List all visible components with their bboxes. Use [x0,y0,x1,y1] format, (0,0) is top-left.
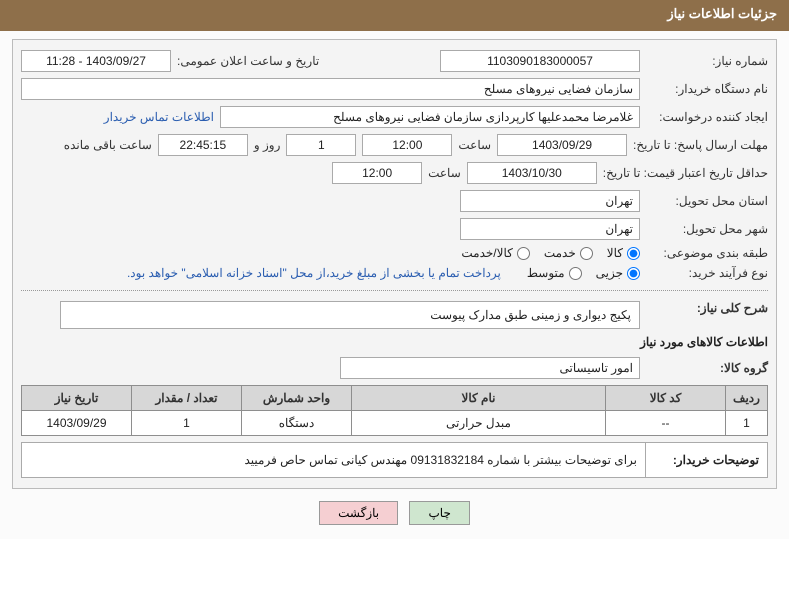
print-button[interactable]: چاپ [409,501,469,525]
label-time-1: ساعت [458,138,491,152]
cell-qty: 1 [132,411,242,436]
purchase-type-label-0: جزیی [596,266,623,280]
value-remaining-time: 22:45:15 [158,134,248,156]
subject-class-radio-both[interactable] [517,247,530,260]
value-need-number: 1103090183000057 [440,50,640,72]
purchase-type-label-1: متوسط [527,266,565,280]
subject-class-radio-service[interactable] [580,247,593,260]
cell-name: مبدل حرارتی [352,411,606,436]
label-delivery-province: استان محل تحویل: [646,194,768,208]
label-goods-group: گروه کالا: [646,361,768,375]
subject-class-option-goods[interactable]: کالا [607,246,640,260]
col-name: نام کالا [352,386,606,411]
row-reply-deadline: مهلت ارسال پاسخ: تا تاریخ: 1403/09/29 سا… [21,134,768,156]
cell-row-no: 1 [726,411,768,436]
items-table: ردیف کد کالا نام کالا واحد شمارش تعداد /… [21,385,768,436]
cell-unit: دستگاه [242,411,352,436]
subject-class-group: کالا خدمت کالا/خدمت [461,246,640,260]
label-days-and: روز و [254,138,281,152]
payment-note: پرداخت تمام یا بخشی از مبلغ خرید،از محل … [127,266,501,280]
label-remaining: ساعت باقی مانده [64,138,152,152]
label-buyer-org: نام دستگاه خریدار: [646,82,768,96]
label-purchase-type: نوع فرآیند خرید: [646,266,768,280]
value-buyer-org: سازمان فضایی نیروهای مسلح [21,78,640,100]
value-price-validity-time: 12:00 [332,162,422,184]
subject-class-label-1: خدمت [544,246,576,260]
col-code: کد کالا [606,386,726,411]
value-reply-date: 1403/09/29 [497,134,627,156]
content-wrapper: AriaTender.net شماره نیاز: 1103090183000… [0,28,789,539]
footer-buttons: چاپ بازگشت [12,501,777,525]
buyer-contact-link[interactable]: اطلاعات تماس خریدار [104,110,214,124]
value-announce-datetime: 1403/09/27 - 11:28 [21,50,171,72]
cell-code: -- [606,411,726,436]
separator-1 [21,290,768,291]
purchase-type-group: جزیی متوسط [527,266,640,280]
value-price-validity-date: 1403/10/30 [467,162,597,184]
row-overall-desc: شرح کلی نیاز: پکیج دیواری و زمینی طبق مد… [21,301,768,329]
row-purchase-type: نوع فرآیند خرید: جزیی متوسط پرداخت تمام … [21,266,768,280]
table-row: 1 -- مبدل حرارتی دستگاه 1 1403/09/29 [22,411,768,436]
purchase-type-option-partial[interactable]: جزیی [596,266,640,280]
subject-class-option-both[interactable]: کالا/خدمت [461,246,529,260]
purchase-type-radio-medium[interactable] [569,267,582,280]
row-price-validity: حداقل تاریخ اعتبار قیمت: تا تاریخ: 1403/… [21,162,768,184]
label-delivery-city: شهر محل تحویل: [646,222,768,236]
label-time-2: ساعت [428,166,461,180]
subject-class-option-service[interactable]: خدمت [544,246,593,260]
purchase-type-radio-partial[interactable] [627,267,640,280]
label-need-number: شماره نیاز: [646,54,768,68]
label-price-validity: حداقل تاریخ اعتبار قیمت: تا تاریخ: [603,166,768,180]
row-need-number: شماره نیاز: 1103090183000057 تاریخ و ساع… [21,50,768,72]
label-announce-datetime: تاریخ و ساعت اعلان عمومی: [177,54,319,68]
row-buyer-org: نام دستگاه خریدار: سازمان فضایی نیروهای … [21,78,768,100]
page-title: جزئیات اطلاعات نیاز [667,6,777,21]
row-subject-class: طبقه بندی موضوعی: کالا خدمت کالا/خدمت [21,246,768,260]
label-overall-desc: شرح کلی نیاز: [646,301,768,315]
value-goods-group: امور تاسیساتی [340,357,640,379]
back-button[interactable]: بازگشت [319,501,398,525]
purchase-type-option-medium[interactable]: متوسط [527,266,582,280]
details-panel: شماره نیاز: 1103090183000057 تاریخ و ساع… [12,39,777,489]
subject-class-label-2: کالا/خدمت [461,246,512,260]
page-header: جزئیات اطلاعات نیاز [0,0,789,28]
items-header-row: ردیف کد کالا نام کالا واحد شمارش تعداد /… [22,386,768,411]
buyer-notes-box: توضیحات خریدار: برای توضیحات بیشتر با شم… [21,442,768,478]
col-unit: واحد شمارش [242,386,352,411]
label-reply-deadline: مهلت ارسال پاسخ: تا تاریخ: [633,138,768,152]
goods-info-title: اطلاعات کالاهای مورد نیاز [21,335,768,349]
value-buyer-notes: برای توضیحات بیشتر با شماره 09131832184 … [22,443,645,477]
cell-needdate: 1403/09/29 [22,411,132,436]
value-remaining-days: 1 [286,134,356,156]
col-qty: تعداد / مقدار [132,386,242,411]
col-row-no: ردیف [726,386,768,411]
col-needdate: تاریخ نیاز [22,386,132,411]
value-reply-time: 12:00 [362,134,452,156]
value-overall-desc: پکیج دیواری و زمینی طبق مدارک پیوست [60,301,640,329]
row-requester: ایجاد کننده درخواست: غلامرضا محمدعلیها ک… [21,106,768,128]
label-buyer-notes: توضیحات خریدار: [645,443,767,477]
row-delivery-province: استان محل تحویل: تهران [21,190,768,212]
subject-class-label-0: کالا [607,246,623,260]
label-subject-class: طبقه بندی موضوعی: [646,246,768,260]
value-delivery-city: تهران [460,218,640,240]
row-delivery-city: شهر محل تحویل: تهران [21,218,768,240]
value-requester: غلامرضا محمدعلیها کارپردازی سازمان فضایی… [220,106,640,128]
row-goods-group: گروه کالا: امور تاسیساتی [21,357,768,379]
subject-class-radio-goods[interactable] [627,247,640,260]
value-delivery-province: تهران [460,190,640,212]
label-requester: ایجاد کننده درخواست: [646,110,768,124]
